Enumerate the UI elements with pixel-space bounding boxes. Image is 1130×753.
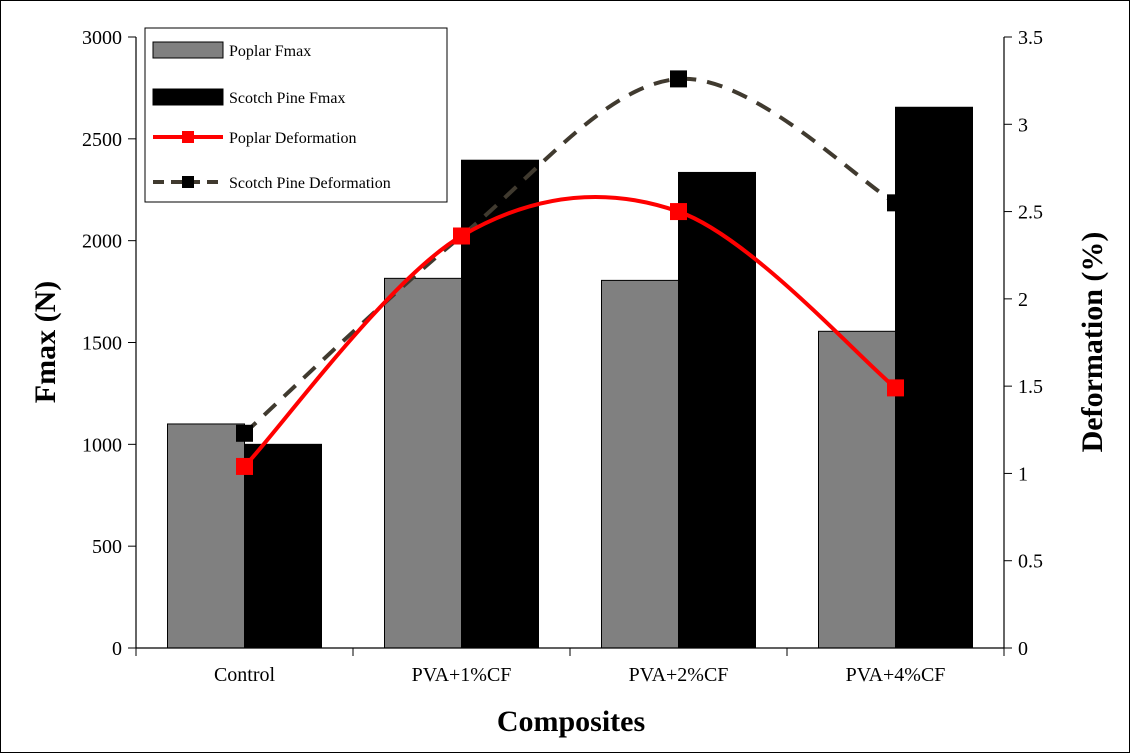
x-tick-label: PVA+2%CF [629, 664, 729, 686]
legend-label-poplar-fmax: Poplar Fmax [229, 43, 311, 60]
bar-poplar-fmax-1 [384, 277, 462, 649]
legend-label-scotch-pine-deformation: Scotch Pine Deformation [229, 175, 391, 192]
marker-poplar-deformation-0 [236, 457, 253, 475]
legend-marker-scotch-pine-deformation [182, 176, 194, 188]
y-tick-label: 1000 [82, 434, 122, 456]
bar-scotch-pine-fmax-2 [678, 171, 756, 649]
x-tick-label: PVA+4%CF [846, 664, 946, 686]
legend-label-poplar-deformation: Poplar Deformation [229, 130, 357, 147]
bars-layer [167, 106, 973, 649]
y2-tick-label: 2.5 [1018, 202, 1043, 224]
y2-tick-label: 3.5 [1018, 27, 1043, 49]
x-axis-title: Composites [497, 705, 645, 738]
y2-tick-label: 0 [1018, 638, 1028, 660]
bar-scotch-pine-fmax-0 [244, 443, 322, 649]
y2-tick-label: 1.5 [1018, 376, 1043, 398]
y-tick-label: 2000 [82, 231, 122, 253]
legend-swatch-poplar-fmax [152, 41, 224, 59]
bar-poplar-fmax-0 [167, 423, 245, 649]
y-axis-title: Fmax (N) [29, 281, 62, 403]
axes-layer: 0 500 1000 1500 2000 2500 3000 0 0.5 1 1.5 2 2.5 3 3.5… [82, 27, 1043, 686]
bar-scotch-pine-fmax-1 [461, 159, 539, 649]
y2-axis-title: Deformation (%) [1076, 232, 1109, 453]
y2-tick-label: 1 [1018, 463, 1028, 485]
legend: Poplar Fmax Scotch Pine Fmax Poplar Deform… [144, 27, 448, 203]
x-tick-label: Control [214, 664, 276, 686]
y2-tick-label: 2 [1018, 289, 1028, 311]
marker-poplar-deformation-1 [453, 227, 470, 245]
y-tick-label: 3000 [82, 27, 122, 49]
legend-marker-poplar-deformation [182, 131, 194, 143]
legend-label-scotch-pine-fmax: Scotch Pine Fmax [229, 90, 345, 107]
x-tick-label: PVA+1%CF [412, 664, 512, 686]
y2-tick-label: 0.5 [1018, 551, 1043, 573]
marker-poplar-deformation-2 [670, 203, 687, 221]
y-tick-label: 500 [92, 536, 122, 558]
y-tick-label: 0 [112, 638, 122, 660]
marker-poplar-deformation-3 [887, 379, 904, 397]
bar-poplar-fmax-2 [601, 279, 679, 649]
y2-tick-label: 3 [1018, 114, 1028, 136]
marker-scotch-pine-deformation-3 [887, 194, 904, 212]
y-tick-label: 2500 [82, 129, 122, 151]
line-poplar-deformation [243, 194, 897, 468]
y-tick-label: 1500 [82, 333, 122, 355]
bar-scotch-pine-fmax-3 [895, 106, 973, 649]
lines-layer [236, 70, 904, 475]
legend-swatch-scotch-pine-fmax [152, 88, 224, 106]
bar-poplar-fmax-3 [818, 330, 896, 649]
marker-scotch-pine-deformation-0 [236, 424, 253, 442]
marker-scotch-pine-deformation-2 [670, 70, 687, 88]
